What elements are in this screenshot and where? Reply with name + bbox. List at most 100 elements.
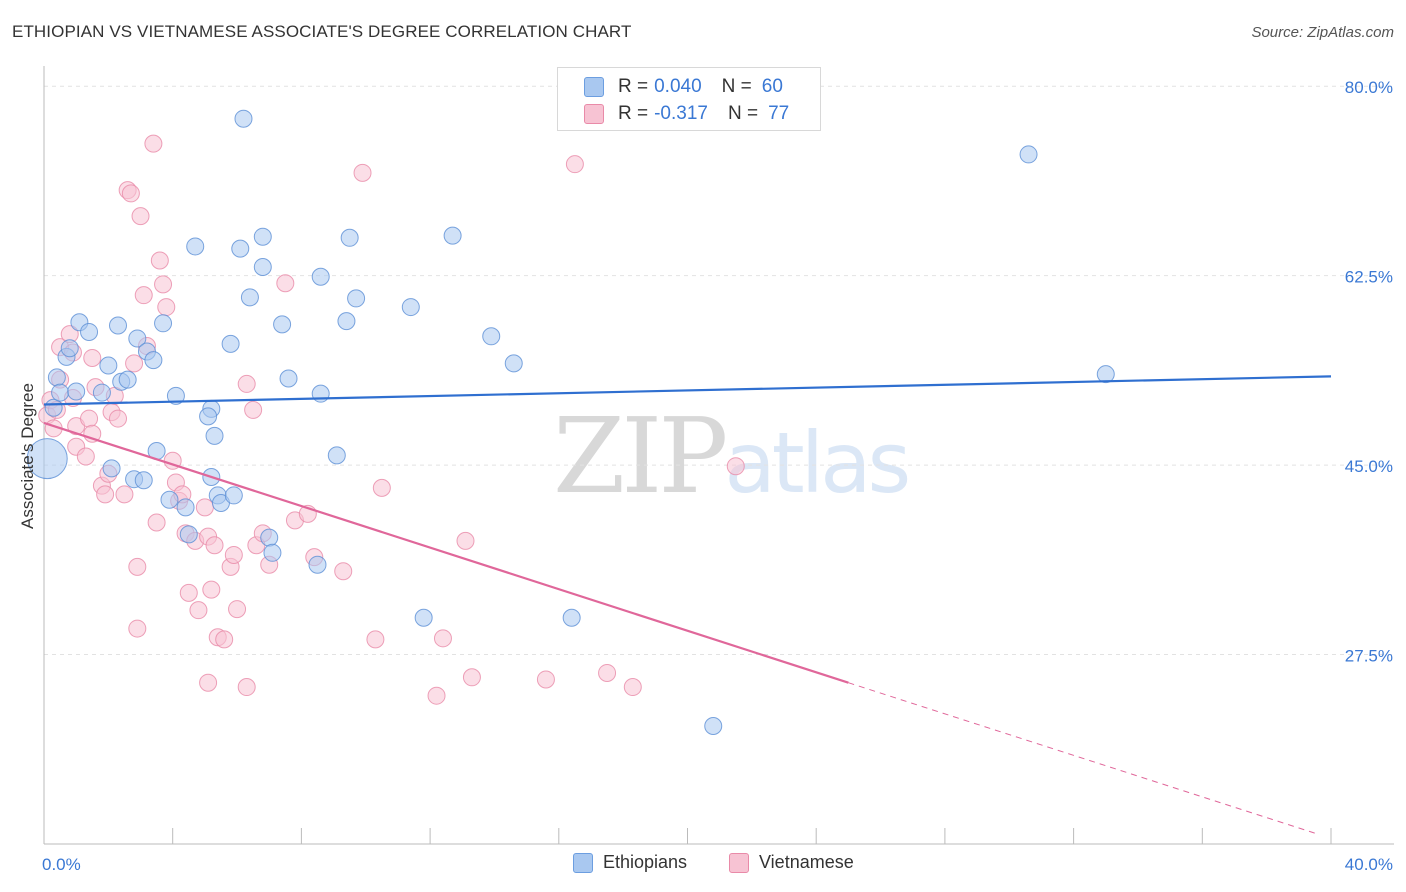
vietnamese-point [427, 686, 446, 705]
ethiopians-point [199, 407, 218, 426]
chart-title: ETHIOPIAN VS VIETNAMESE ASSOCIATE'S DEGR… [12, 22, 632, 41]
vietnamese-point [228, 600, 247, 619]
ethiopians-point [51, 383, 70, 402]
vietnamese-point [83, 348, 102, 367]
ethiopians-legend-swatch [573, 852, 593, 873]
vietnamese-r-value: -0.317 [654, 103, 708, 124]
vietnamese-point [237, 374, 256, 393]
ethiopians-point [102, 459, 121, 478]
ethiopians-point [154, 314, 173, 333]
series-legend-vietnamese[interactable]: Vietnamese [729, 852, 854, 873]
ethiopians-legend-label: Ethiopians [603, 852, 688, 872]
ethiopians-point [1019, 145, 1038, 164]
vietnamese-point [366, 630, 385, 649]
ethiopians-point [166, 386, 185, 405]
vietnamese-point [134, 286, 153, 305]
ethiopians-point [221, 334, 240, 353]
ethiopians-point [273, 315, 292, 334]
ethiopians-point [231, 239, 250, 258]
vietnamese-point [433, 629, 452, 648]
ethiopians-point [308, 555, 327, 574]
vietnamese-point [131, 207, 150, 226]
y-tick-label: 27.5% [1345, 647, 1393, 666]
ethiopians-point [279, 369, 298, 388]
vietnamese-point [244, 400, 263, 419]
ethiopians-point [704, 717, 723, 736]
ethiopians-point [234, 109, 253, 128]
vietnamese-legend-label: Vietnamese [759, 852, 854, 872]
ethiopians-point [26, 438, 68, 480]
ethiopians-point [327, 446, 346, 465]
ethiopians-point [144, 351, 163, 370]
ethiopians-point [186, 237, 205, 256]
vietnamese-point [109, 409, 128, 428]
vietnamese-point [726, 457, 745, 476]
series-legend-ethiopians[interactable]: Ethiopians [573, 852, 687, 873]
vietnamese-point [121, 184, 140, 203]
ethiopians-point [67, 382, 86, 401]
vietnamese-point [462, 668, 481, 687]
vietnamese-point [157, 298, 176, 317]
x-tick-label: 0.0% [42, 855, 81, 874]
ethiopians-point [482, 327, 501, 346]
vietnamese-point [565, 155, 584, 174]
vietnamese-point [144, 134, 163, 153]
vietnamese-legend-swatch [729, 852, 749, 873]
ethiopians-point [340, 228, 359, 247]
vietnamese-point [150, 251, 169, 270]
ethiopians-point [224, 486, 243, 505]
ethiopians-n-value: 60 [761, 76, 783, 97]
y-tick-label: 62.5% [1345, 268, 1393, 287]
y-axis-label: Associate's Degree [18, 383, 37, 529]
vietnamese-point [536, 670, 555, 689]
ethiopians-point [176, 498, 195, 517]
vietnamese-point [202, 580, 221, 599]
vietnamese-point [334, 562, 353, 581]
ethiopians-point [99, 356, 118, 375]
ethiopians-point [118, 370, 137, 389]
ethiopians-point [47, 368, 66, 387]
ethiopians-trend-line [43, 375, 1332, 406]
ethiopians-point [44, 398, 63, 417]
legend-n-label: N = [721, 76, 752, 97]
vietnamese-n-value: 77 [768, 103, 790, 124]
ethiopians-point [253, 258, 272, 277]
vietnamese-point [179, 583, 198, 602]
chart-source: Source: ZipAtlas.com [1251, 24, 1394, 41]
ethiopians-point [443, 226, 462, 245]
legend-row-vietnamese: R = -0.317 N = 77 [584, 102, 789, 126]
ethiopians-point [160, 490, 179, 509]
vietnamese-point [125, 354, 144, 373]
ethiopians-point [128, 329, 147, 348]
vietnamese-point [115, 485, 134, 504]
ethiopians-swatch [584, 77, 604, 97]
vietnamese-point [199, 673, 218, 692]
vietnamese-point [456, 531, 475, 550]
legend-row-ethiopians: R = 0.040 N = 60 [584, 75, 783, 99]
vietnamese-point [147, 513, 166, 532]
ethiopians-point [1096, 365, 1115, 384]
y-tick-label: 80.0% [1345, 78, 1393, 97]
ethiopians-point [179, 525, 198, 544]
ethiopians-point [562, 608, 581, 627]
ethiopians-point [60, 339, 79, 358]
ethiopians-point [311, 267, 330, 286]
vietnamese-point [353, 163, 372, 182]
vietnamese-swatch [584, 104, 604, 124]
ethiopians-point [134, 471, 153, 490]
vietnamese-trend-extension [848, 682, 1316, 834]
vietnamese-point [189, 601, 208, 620]
ethiopians-point [92, 383, 111, 402]
vietnamese-point [224, 545, 243, 564]
vietnamese-point [76, 447, 95, 466]
x-tick-label: 40.0% [1345, 855, 1393, 874]
ethiopians-point [80, 322, 99, 341]
ethiopians-point [504, 354, 523, 373]
vietnamese-point [80, 409, 99, 428]
vietnamese-point [598, 663, 617, 682]
ethiopians-r-value: 0.040 [654, 76, 702, 97]
vietnamese-point [205, 536, 224, 555]
vietnamese-trend-line [43, 421, 849, 684]
legend-r-label: R = [618, 103, 649, 124]
